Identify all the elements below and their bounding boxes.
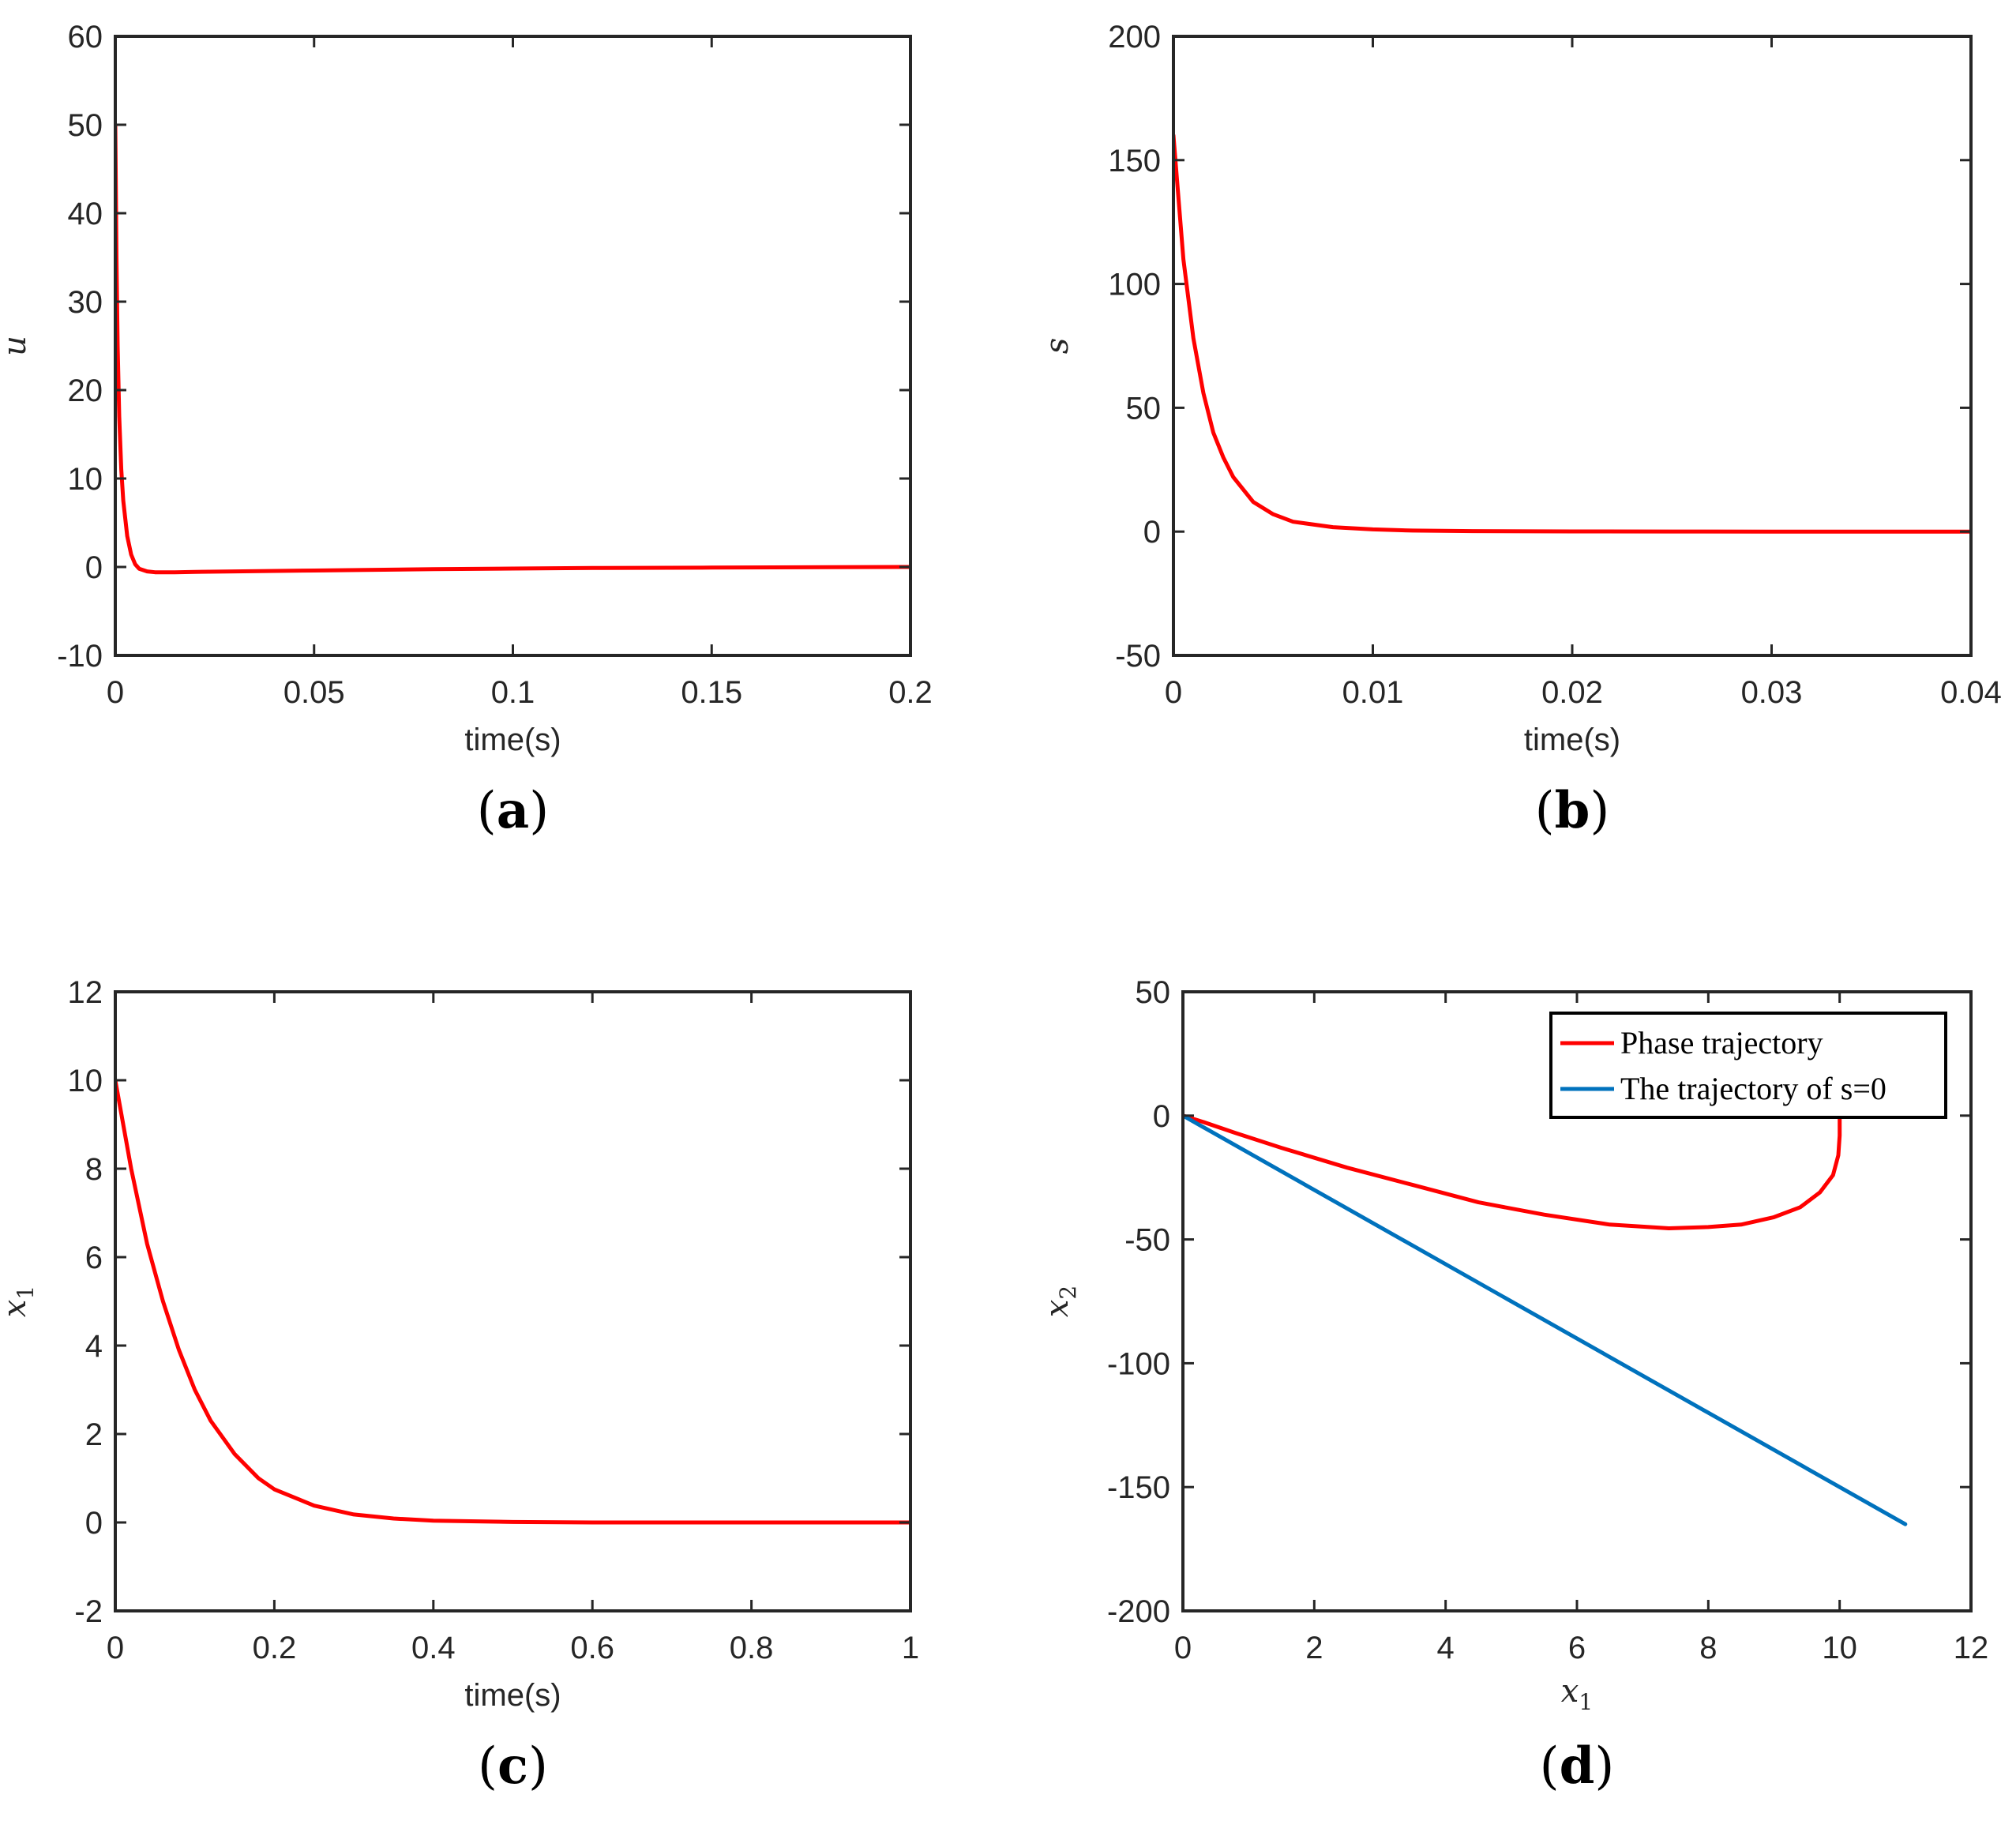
y-tick-label: -2 [74, 1594, 103, 1629]
x-tick-label: 12 [1954, 1631, 1989, 1665]
series-line-c-0 [115, 1078, 910, 1525]
y-tick-label: -10 [57, 639, 103, 674]
x-tick-label: 6 [1568, 1631, 1586, 1665]
series-line-a-0 [115, 122, 910, 575]
x-tick-label: 0 [107, 675, 124, 710]
y-tick-label: 12 [68, 975, 103, 1010]
x-tick-label: 0.01 [1342, 675, 1404, 710]
x-tick-label: 0.2 [888, 675, 933, 710]
y-tick-label: 6 [85, 1241, 103, 1275]
y-tick-label: 60 [68, 20, 103, 54]
y-tick-label: 40 [68, 197, 103, 231]
y-tick-label: 30 [68, 285, 103, 320]
y-axis-title: s [1039, 338, 1076, 355]
y-tick-label: 150 [1108, 144, 1161, 178]
x-tick-label: 0.03 [1741, 675, 1803, 710]
y-tick-label: 10 [68, 1064, 103, 1098]
x-axis-title: x1 [1561, 1673, 1593, 1715]
x-tick-label: 4 [1437, 1631, 1455, 1665]
y-tick-label: 50 [1126, 391, 1162, 426]
x-tick-label: 0.02 [1541, 675, 1603, 710]
y-axis-title: x1 [0, 1286, 39, 1317]
chart-panel-a: 0 0.05 0.1 0.15 0.2-100102030405060time(s)u(… [0, 20, 933, 840]
series-line-d-1 [1183, 1113, 1908, 1526]
y-axis-title: x2 [1039, 1286, 1081, 1317]
y-tick-label: -100 [1107, 1346, 1170, 1381]
x-tick-label: 0.4 [411, 1631, 456, 1665]
x-axis-title: time(s) [1524, 723, 1620, 757]
y-tick-label: -50 [1115, 639, 1161, 674]
y-tick-label: 2 [85, 1417, 103, 1452]
panel-label-d: (d) [1540, 1736, 1615, 1796]
x-tick-label: 0 [1165, 675, 1182, 710]
plot-frame [1172, 35, 1973, 657]
series-line-d-0 [1183, 1113, 1842, 1230]
y-tick-label: -200 [1107, 1594, 1170, 1629]
x-tick-label: 10 [1822, 1631, 1857, 1665]
panel-label-c: (c) [478, 1736, 548, 1796]
y-tick-label: 0 [85, 550, 103, 585]
y-tick-label: 200 [1108, 20, 1161, 54]
x-tick-label: 0.05 [283, 675, 345, 710]
y-tick-label: 0 [85, 1506, 103, 1541]
plot-frame [114, 35, 912, 657]
panel-label-b: (b) [1535, 781, 1610, 840]
x-tick-label: 0.2 [253, 1631, 297, 1665]
x-axis-title: time(s) [464, 723, 561, 757]
x-tick-label: 0.8 [730, 1631, 774, 1665]
y-tick-label: 0 [1153, 1099, 1170, 1134]
x-tick-label: 0.6 [570, 1631, 614, 1665]
legend-entry-label: Phase trajectory [1620, 1025, 1823, 1061]
x-axis-title: time(s) [464, 1678, 561, 1713]
plot-frame [114, 990, 912, 1612]
y-tick-label: 50 [68, 108, 103, 143]
y-tick-label: 20 [68, 374, 103, 408]
y-tick-label: 4 [85, 1329, 103, 1364]
chart-panel-d: 0 2 4 6 8 10 12 -200 -150 -100 -50 0 50 x1 x2 (d) Phase … [1039, 975, 1988, 1796]
series-line-b-0 [1173, 133, 1971, 534]
x-tick-label: 1 [902, 1631, 919, 1665]
panel-label-a: (a) [477, 781, 549, 840]
x-tick-label: 0.15 [681, 675, 742, 710]
legend: Phase trajectory The trajectory of s=0 [1549, 1012, 1947, 1119]
legend-entry-label: The trajectory of s=0 [1620, 1071, 1886, 1106]
y-tick-label: 100 [1108, 268, 1161, 302]
y-tick-label: 50 [1136, 975, 1171, 1010]
x-tick-label: 2 [1305, 1631, 1323, 1665]
y-axis-title: u [0, 336, 33, 356]
y-tick-label: 0 [1143, 515, 1161, 550]
x-tick-label: 0.04 [1940, 675, 2002, 710]
x-tick-label: 8 [1699, 1631, 1717, 1665]
legend-box [1549, 1012, 1947, 1119]
x-tick-label: 0.1 [491, 675, 535, 710]
x-tick-label: 0 [107, 1631, 124, 1665]
x-tick-label: 0 [1174, 1631, 1192, 1665]
y-tick-label: 8 [85, 1152, 103, 1187]
y-tick-label: -50 [1124, 1223, 1170, 1258]
y-tick-label: 10 [68, 462, 103, 497]
chart-panel-b: 0 0.01 0.02 0.03 0.04-50050100150200time(s)s… [1039, 20, 2002, 840]
y-tick-label: -150 [1107, 1470, 1170, 1505]
